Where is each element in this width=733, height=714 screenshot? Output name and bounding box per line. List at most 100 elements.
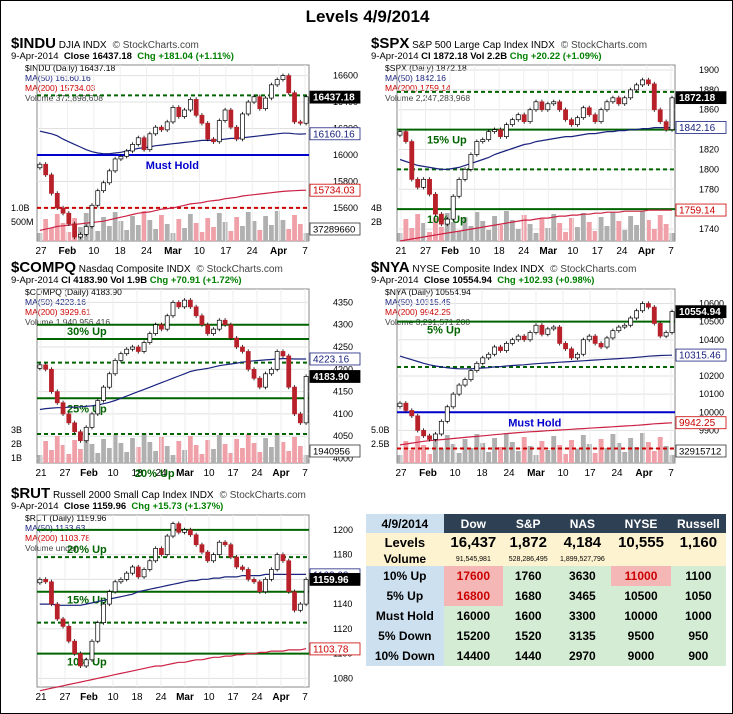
y-tick-label: 4350 xyxy=(333,297,353,307)
price-tag-label: 16437.18 xyxy=(313,93,355,104)
candle-body xyxy=(286,75,292,94)
y-tick-label: 10100 xyxy=(699,389,724,399)
volume-bar xyxy=(527,446,533,463)
candle-body xyxy=(280,554,286,562)
volume-bar xyxy=(124,230,130,241)
price-tag-label: 1103.78 xyxy=(313,644,349,655)
volume-bar xyxy=(592,453,598,463)
volume-bar xyxy=(468,226,474,241)
table-cell: 1050 xyxy=(670,586,726,606)
volume-bar xyxy=(610,434,616,463)
y-tick-label: 4300 xyxy=(333,320,353,330)
volume-tag-label: 32915712 xyxy=(679,447,721,458)
x-tick-label: 24 xyxy=(251,692,263,703)
source-credit: © StockCharts.com xyxy=(550,264,637,275)
legend-ma200: MA(200) 15734.03 xyxy=(25,83,96,93)
candle-body xyxy=(205,324,211,334)
row-label: Levels xyxy=(366,533,444,552)
volume-bar xyxy=(60,445,66,463)
candle-body xyxy=(159,324,164,330)
candle-body xyxy=(159,126,164,131)
table-cell: 1680 xyxy=(503,586,554,606)
y-tick-label: 1200 xyxy=(333,525,353,535)
levels-row: Levels 16,437 1,872 4,184 10,555 1,160 xyxy=(366,533,726,552)
candle-body xyxy=(141,569,147,578)
candle-body xyxy=(545,103,551,111)
price-tag-label: 1872.18 xyxy=(679,93,716,104)
candle-body xyxy=(616,326,622,332)
candle-body xyxy=(456,384,462,395)
candle-body xyxy=(569,348,574,359)
volume-bar xyxy=(112,212,118,241)
candle-body xyxy=(580,339,586,355)
candle-body xyxy=(586,335,592,341)
candle-body xyxy=(106,373,112,388)
chart-volume: Vol 1.9B xyxy=(110,275,148,286)
x-tick-label: 21 xyxy=(35,692,47,703)
volume-tag-label: 37289660 xyxy=(313,225,355,236)
volume-bar xyxy=(43,219,49,241)
volume-bar xyxy=(228,231,234,241)
volume-bar xyxy=(498,225,503,241)
legend-ma50: MA(50) 1842.16 xyxy=(385,73,446,83)
chart-title: $INDU DJIA INDX © StockCharts.com xyxy=(11,35,199,52)
volume-bar xyxy=(492,438,498,463)
candle-body xyxy=(450,195,456,220)
volume-bar xyxy=(153,229,159,241)
volume-bar xyxy=(403,219,409,241)
ma200-line xyxy=(39,189,307,231)
candle-body xyxy=(468,370,474,380)
candle-body xyxy=(669,97,675,130)
legend-ma200: MA(200) 1759.14 xyxy=(385,83,451,93)
price-tag xyxy=(309,572,361,586)
level-label: 15% Up xyxy=(427,135,467,147)
y-tick-label: 15800 xyxy=(333,176,358,186)
candle-body xyxy=(622,97,628,105)
volume-bar xyxy=(622,452,628,463)
volume-bar xyxy=(222,222,228,241)
y-tick-label: 1140 xyxy=(333,599,352,609)
candle-body xyxy=(106,170,112,184)
table-header-cell: NAS xyxy=(553,514,612,533)
candle-body xyxy=(141,137,147,151)
volume-value: 91,545,981 xyxy=(443,552,504,566)
candle-body xyxy=(228,324,234,339)
volume-bar xyxy=(651,229,657,241)
candle-body xyxy=(240,346,245,352)
candle-body xyxy=(421,430,427,437)
price-tag-label: 4183.90 xyxy=(313,372,350,383)
volume-bar xyxy=(403,441,409,463)
volume-bar xyxy=(634,447,640,463)
volume-bar xyxy=(640,211,645,241)
candle-body xyxy=(663,121,669,130)
candle-body xyxy=(545,328,551,335)
chart-change: Chg +20.22 (+1.09%) xyxy=(509,51,602,62)
legend-volume: Volume 1,940,956,416 xyxy=(25,317,111,327)
candle-body xyxy=(574,117,580,126)
table-date: 4/9/2014 xyxy=(366,514,444,533)
source-credit: © StockCharts.com xyxy=(219,490,306,501)
legend-main: $COMPQ (Daily) 4183.90 xyxy=(25,287,122,297)
x-tick-label: 17 xyxy=(220,246,232,257)
candle-body xyxy=(182,299,187,308)
candle-body xyxy=(592,335,598,344)
volume-bar xyxy=(95,453,101,463)
table-cell: 2970 xyxy=(553,646,612,666)
volume-bar xyxy=(539,219,545,241)
chart-panel-indu: $INDU DJIA INDX © StockCharts.com 9-Apr-2… xyxy=(9,35,361,259)
volume-bar xyxy=(604,226,610,241)
table-header-row: 4/9/2014 Dow S&P NAS NYSE Russell xyxy=(366,514,726,533)
candle-body xyxy=(112,360,118,375)
candle-body xyxy=(297,603,303,611)
chart-stats: 9-Apr-2014 Close 10554.94 Chg +102.93 (+… xyxy=(371,275,594,286)
level-label: 25% Up xyxy=(67,403,107,415)
candle-body xyxy=(216,120,222,143)
volume-value: 1,899,527,796 xyxy=(553,552,612,566)
candle-body xyxy=(409,410,415,417)
candle-body xyxy=(135,137,141,145)
candle-body xyxy=(245,569,251,580)
table-cell: 15200 xyxy=(443,626,504,646)
candle-body xyxy=(280,351,286,357)
table-cell: 1000 xyxy=(670,606,726,626)
